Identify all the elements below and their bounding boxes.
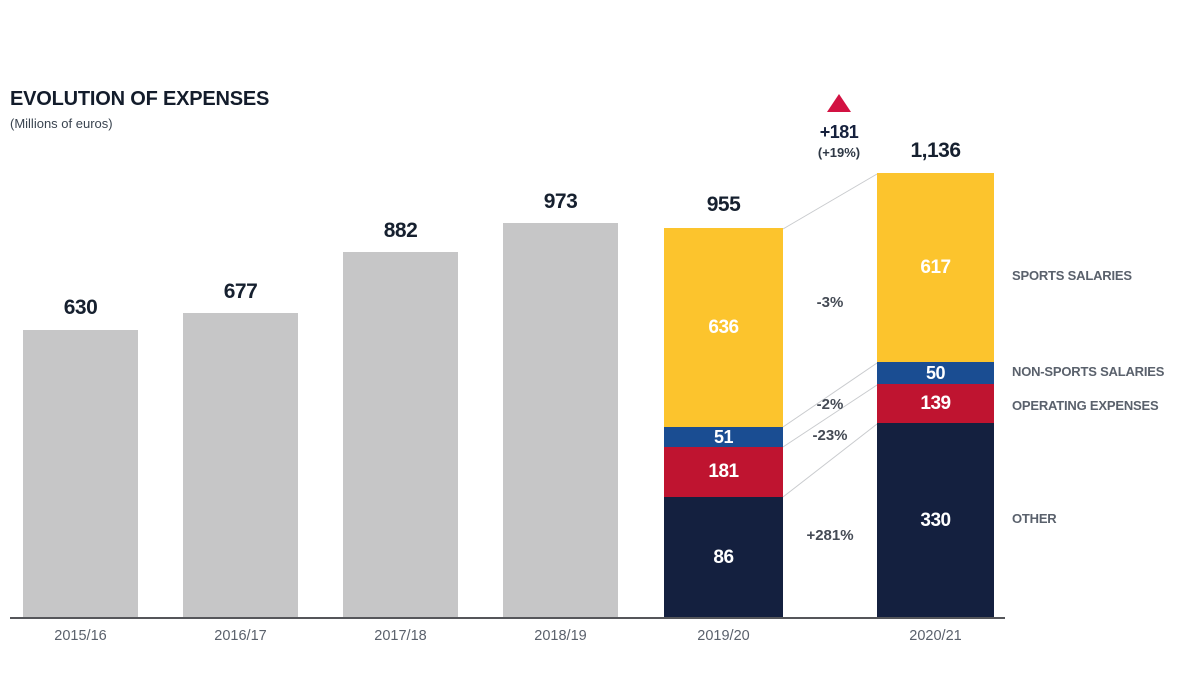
bar-total-label-2016-17: 677 <box>223 280 258 303</box>
x-axis-label-2017-18: 2017/18 <box>374 628 427 644</box>
chart-title: EVOLUTION OF EXPENSES <box>10 88 270 110</box>
x-axis-line <box>10 617 1005 619</box>
connector-line-sports-top <box>782 173 878 230</box>
bar-total-label-2015-16: 630 <box>63 296 98 319</box>
change-label-sports-salaries: -3% <box>816 294 844 311</box>
increase-triangle-icon <box>827 94 851 112</box>
change-label-operating-expenses: -23% <box>812 427 848 444</box>
segment-operating-expenses-2019-20: 181 <box>664 447 783 497</box>
x-axis-label-2020-21: 2020/21 <box>909 628 962 644</box>
legend-operating-expenses: OPERATING EXPENSES <box>1012 398 1159 413</box>
bar-total-label-2017-18: 882 <box>383 219 418 242</box>
legend-non-sports-salaries: NON-SPORTS SALARIES <box>1012 364 1165 379</box>
x-axis-label-2019-20: 2019/20 <box>697 628 750 644</box>
total-change-percent: (+19%) <box>817 145 861 160</box>
bar-2016-17 <box>183 313 298 618</box>
segment-other-2019-20: 86 <box>664 497 783 618</box>
segment-operating-expenses-2020-21: 139 <box>877 384 994 423</box>
change-label-non-sports-salaries: -2% <box>816 396 844 413</box>
bar-total-label-2020-21: 1,136 <box>910 139 961 162</box>
segment-other-2020-21: 330 <box>877 423 994 618</box>
x-axis-label-2015-16: 2015/16 <box>54 628 107 644</box>
segment-sports-salaries-2020-21: 617 <box>877 173 994 362</box>
bar-2015-16 <box>23 330 138 618</box>
legend-other: OTHER <box>1012 511 1057 526</box>
chart-subtitle: (Millions of euros) <box>10 116 113 131</box>
bar-total-label-2019-20: 955 <box>706 193 741 216</box>
x-axis-label-2016-17: 2016/17 <box>214 628 267 644</box>
legend-sports-salaries: SPORTS SALARIES <box>1012 268 1132 283</box>
change-label-other: +281% <box>806 527 854 544</box>
x-axis-label-2018-19: 2018/19 <box>534 628 587 644</box>
connector-line-sports-bottom <box>782 362 878 428</box>
segment-non-sports-salaries-2019-20: 51 <box>664 427 783 447</box>
bar-2017-18 <box>343 252 458 618</box>
segment-non-sports-salaries-2020-21: 50 <box>877 362 994 384</box>
segment-sports-salaries-2019-20: 636 <box>664 228 783 427</box>
bar-total-label-2018-19: 973 <box>543 190 578 213</box>
bar-2018-19 <box>503 223 618 618</box>
total-change-value: +181 <box>819 122 859 142</box>
